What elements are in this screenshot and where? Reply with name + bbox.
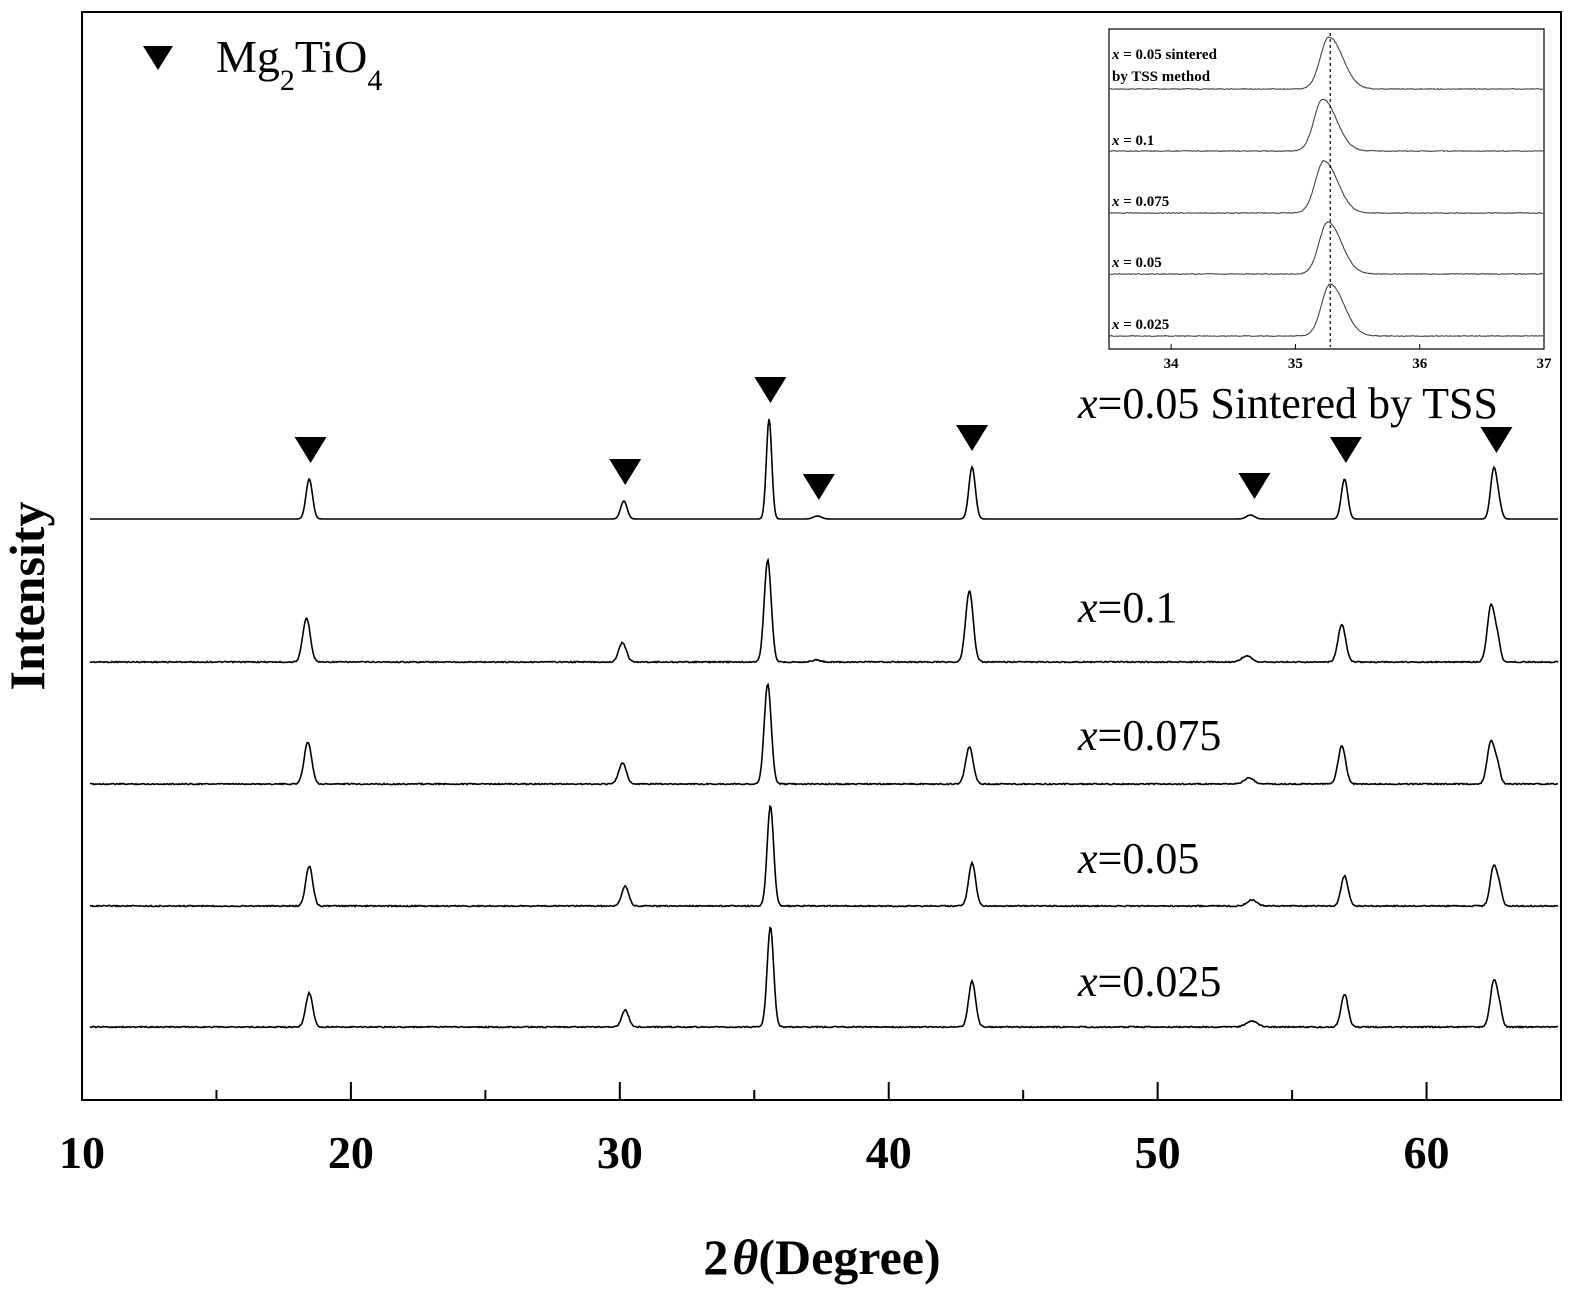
x-axis-ticks: 10 20 30 40 50 60 [59, 1082, 1450, 1178]
inset-frame [1108, 28, 1545, 350]
inset-traces [1109, 36, 1544, 338]
series-label-0-075: x=0.075 [1077, 711, 1221, 760]
y-axis-title: Intensity [0, 502, 55, 691]
inset-label-tss: x = 0.05 sintered [1111, 47, 1218, 63]
peak-marker-triangle [294, 437, 327, 463]
legend-text: Mg2TiO4 [216, 31, 382, 97]
inset-label-0-05: x = 0.05 [1111, 255, 1162, 271]
peak-marker-triangle [1329, 437, 1362, 463]
x-tick-label: 60 [1404, 1127, 1450, 1178]
inset-tick-label: 36 [1412, 356, 1428, 372]
plot-frame [81, 11, 1562, 1101]
inset-trace-0 [1109, 36, 1544, 91]
series-label-tss: x=0.05 Sintered by TSS [1077, 379, 1498, 428]
legend: Mg2TiO4 [143, 31, 382, 97]
series-trace-0 [90, 418, 1558, 520]
inset-label-tss-line2: by TSS method [1112, 69, 1211, 85]
inset-ticks: 34 35 36 37 [1164, 344, 1552, 372]
series-trace-2 [89, 682, 1559, 786]
series-label-0-05: x=0.05 [1077, 834, 1199, 883]
inset-label-0-025: x = 0.025 [1111, 317, 1169, 333]
x-axis-title: 2θ(Degree) [703, 1229, 940, 1285]
inset-label-0-1: x = 0.1 [1111, 133, 1154, 149]
inset-tick-label: 34 [1164, 356, 1180, 372]
x-tick-label: 10 [59, 1127, 105, 1178]
peak-markers [294, 377, 1513, 500]
x-tick-label: 40 [866, 1127, 912, 1178]
series-trace-1 [89, 557, 1559, 664]
inset-trace-3 [1109, 221, 1544, 276]
inset-tick-label: 37 [1537, 356, 1553, 372]
peak-marker-triangle [1238, 473, 1271, 499]
peak-marker-triangle [802, 474, 835, 500]
legend-marker-triangle [143, 46, 173, 70]
x-tick-label: 20 [328, 1127, 374, 1178]
inset-label-0-075: x = 0.075 [1111, 194, 1169, 210]
peak-marker-triangle [956, 425, 989, 451]
series-layer [89, 418, 1559, 1029]
inset-trace-2 [1109, 159, 1544, 215]
series-trace-4 [89, 926, 1559, 1029]
x-tick-label: 30 [597, 1127, 643, 1178]
inset-trace-4 [1109, 283, 1544, 338]
series-label-0-025: x=0.025 [1077, 957, 1221, 1006]
peak-marker-triangle [1480, 427, 1513, 453]
series-trace-3 [89, 804, 1559, 908]
inset-tick-label: 35 [1288, 356, 1303, 372]
peak-marker-triangle [609, 459, 642, 485]
inset-trace-1 [1109, 98, 1544, 153]
peak-marker-triangle [754, 377, 787, 403]
series-label-0-1: x=0.1 [1077, 583, 1177, 632]
inset-chart: 34 35 36 37 x = 0.05 sintered by TSS method… [1108, 28, 1552, 372]
x-tick-label: 50 [1135, 1127, 1181, 1178]
